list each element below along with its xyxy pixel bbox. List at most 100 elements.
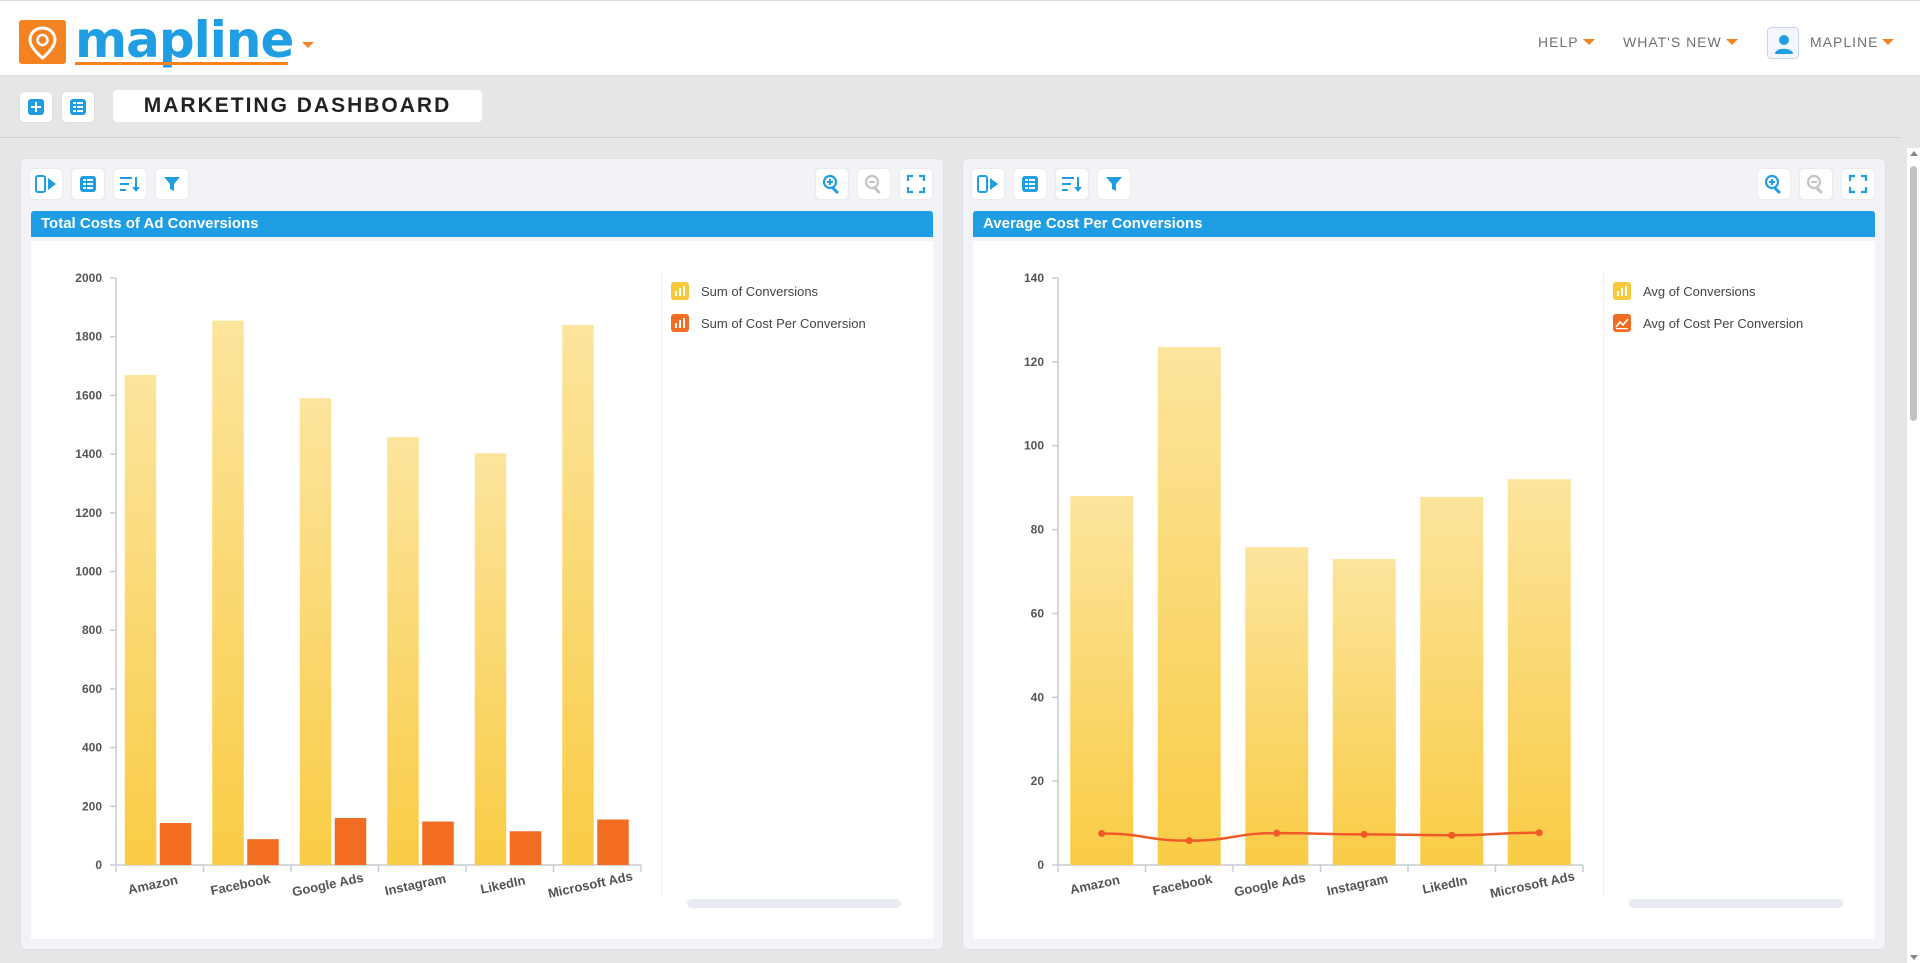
chevron-down-icon	[1882, 39, 1895, 45]
y-tick-label: 1400	[75, 447, 102, 461]
line-chart-icon	[1613, 314, 1631, 332]
toggle-sidebar-button[interactable]	[972, 169, 1004, 199]
fullscreen-button[interactable]	[900, 169, 932, 199]
bar-conversions[interactable]	[387, 437, 419, 865]
bar-conversions[interactable]	[474, 453, 507, 865]
bar-conversions[interactable]	[299, 398, 332, 865]
help-menu[interactable]: HELP	[1538, 34, 1595, 50]
line-point[interactable]	[1448, 831, 1456, 839]
bar-avg-conversions[interactable]	[1070, 496, 1134, 865]
whats-new-menu-label: WHAT'S NEW	[1623, 34, 1722, 50]
y-tick-label: 0	[95, 858, 102, 872]
toggle-sidebar-button[interactable]	[30, 169, 62, 199]
y-tick-label: 2000	[75, 271, 102, 285]
x-tick-label: Facebook	[1151, 871, 1214, 898]
legend-item-avg-conversions[interactable]: Avg of Conversions	[1613, 275, 1803, 307]
y-tick-label: 40	[1031, 690, 1045, 704]
legend-scrollbar[interactable]	[687, 899, 901, 908]
y-tick-label: 100	[1024, 439, 1044, 453]
bar-avg-conversions[interactable]	[1157, 347, 1221, 865]
bar-cost-per-conversion[interactable]	[597, 819, 629, 865]
filter-button[interactable]	[1098, 169, 1130, 199]
bar-conversions[interactable]	[212, 320, 244, 865]
page-scrollbar[interactable]	[1907, 148, 1920, 963]
y-tick-label: 120	[1024, 355, 1044, 369]
x-tick-label: Microsoft Ads	[547, 868, 634, 901]
help-menu-label: HELP	[1538, 34, 1579, 50]
dashboard-list-button[interactable]	[62, 92, 94, 122]
y-tick-label: 1600	[75, 388, 102, 402]
scrollbar-thumb[interactable]	[1910, 166, 1917, 421]
zoom-in-button[interactable]	[816, 169, 848, 199]
panel-title: Total Costs of Ad Conversions	[31, 211, 933, 237]
line-point[interactable]	[1273, 829, 1281, 837]
data-table-button[interactable]	[72, 169, 104, 199]
bar-cost-per-conversion[interactable]	[509, 831, 542, 865]
zoom-out-button[interactable]	[1800, 169, 1832, 199]
y-tick-label: 200	[82, 799, 102, 813]
bar-conversions[interactable]	[124, 374, 157, 865]
bar-chart-icon	[671, 282, 689, 300]
legend-item-conversions[interactable]: Sum of Conversions	[671, 275, 866, 307]
zoom-out-button[interactable]	[858, 169, 890, 199]
x-tick-label: Microsoft Ads	[1489, 868, 1576, 901]
legend-label: Avg of Cost Per Conversion	[1643, 315, 1804, 331]
x-tick-label: Instagram	[1325, 871, 1389, 899]
x-tick-label: LikedIn	[479, 873, 527, 897]
legend-item-avg-cost-per-conversion[interactable]: Avg of Cost Per Conversion	[1613, 307, 1803, 339]
bar-cost-per-conversion[interactable]	[247, 839, 279, 865]
line-point[interactable]	[1360, 830, 1368, 838]
logo-wordmark[interactable]: mapline	[75, 11, 294, 69]
legend-item-cost-per-conversion[interactable]: Sum of Cost Per Conversion	[671, 307, 866, 339]
fullscreen-button[interactable]	[1842, 169, 1874, 199]
mapline-logo-icon[interactable]	[19, 20, 66, 64]
zoom-in-button[interactable]	[1758, 169, 1790, 199]
legend-divider	[1603, 271, 1604, 897]
bar-avg-conversions[interactable]	[1332, 558, 1396, 865]
line-avg-cost-per-conversion	[1101, 831, 1540, 842]
y-tick-label: 80	[1031, 523, 1045, 537]
sort-button[interactable]	[114, 169, 146, 199]
line-point[interactable]	[1185, 837, 1193, 845]
x-tick-label: Google Ads	[1233, 870, 1307, 900]
y-tick-label: 1800	[75, 330, 102, 344]
add-widget-button[interactable]	[20, 92, 52, 122]
dashboard-toolbar: MARKETING DASHBOARD	[0, 76, 1900, 138]
chart-legend: Sum of Conversions Sum of Cost Per Conve…	[671, 275, 866, 339]
bar-avg-conversions[interactable]	[1507, 479, 1571, 865]
y-tick-label: 60	[1031, 606, 1045, 620]
bar-conversions[interactable]	[562, 324, 594, 866]
top-border	[0, 0, 1920, 4]
scroll-down-icon[interactable]	[1910, 955, 1918, 960]
logo-dropdown-caret-icon[interactable]	[302, 42, 314, 48]
legend-label: Sum of Conversions	[701, 283, 819, 299]
sort-button[interactable]	[1056, 169, 1088, 199]
legend-scrollbar[interactable]	[1629, 899, 1843, 908]
y-tick-label: 600	[82, 682, 102, 696]
x-tick-label: Facebook	[209, 871, 272, 898]
user-menu[interactable]: MAPLINE	[1810, 34, 1895, 50]
bar-avg-conversions[interactable]	[1245, 547, 1309, 865]
x-tick-label: LikedIn	[1421, 873, 1469, 897]
chart-panel-average-cost: Average Cost Per Conversions 0 20 40 60 80 10…	[962, 158, 1886, 950]
bar-cost-per-conversion[interactable]	[422, 821, 454, 865]
user-menu-label: MAPLINE	[1810, 34, 1879, 50]
dashboard-title[interactable]: MARKETING DASHBOARD	[113, 90, 482, 122]
chart-panel-total-costs: Total Costs of Ad Conversions 0 200 400 600…	[20, 158, 944, 950]
chevron-down-icon	[1725, 39, 1738, 45]
bar-chart-icon	[1613, 282, 1631, 300]
bar-cost-per-conversion[interactable]	[159, 823, 192, 865]
app-header: mapline HELP WHAT'S NEW MAPLINE	[0, 4, 1920, 76]
bar-avg-conversions[interactable]	[1420, 496, 1484, 865]
combo-chart-average-cost: 0 20 40 60 80 100 120 140 Amazon Facebook Google A…	[1024, 271, 1584, 901]
chevron-down-icon	[1582, 39, 1595, 45]
scroll-up-icon[interactable]	[1910, 151, 1918, 156]
whats-new-menu[interactable]: WHAT'S NEW	[1623, 34, 1738, 50]
user-avatar-icon[interactable]	[1767, 27, 1799, 59]
filter-button[interactable]	[156, 169, 188, 199]
line-point[interactable]	[1098, 830, 1106, 838]
data-table-button[interactable]	[1014, 169, 1046, 199]
bar-cost-per-conversion[interactable]	[334, 818, 367, 865]
y-tick-label: 1000	[75, 565, 102, 579]
line-point[interactable]	[1535, 829, 1543, 837]
